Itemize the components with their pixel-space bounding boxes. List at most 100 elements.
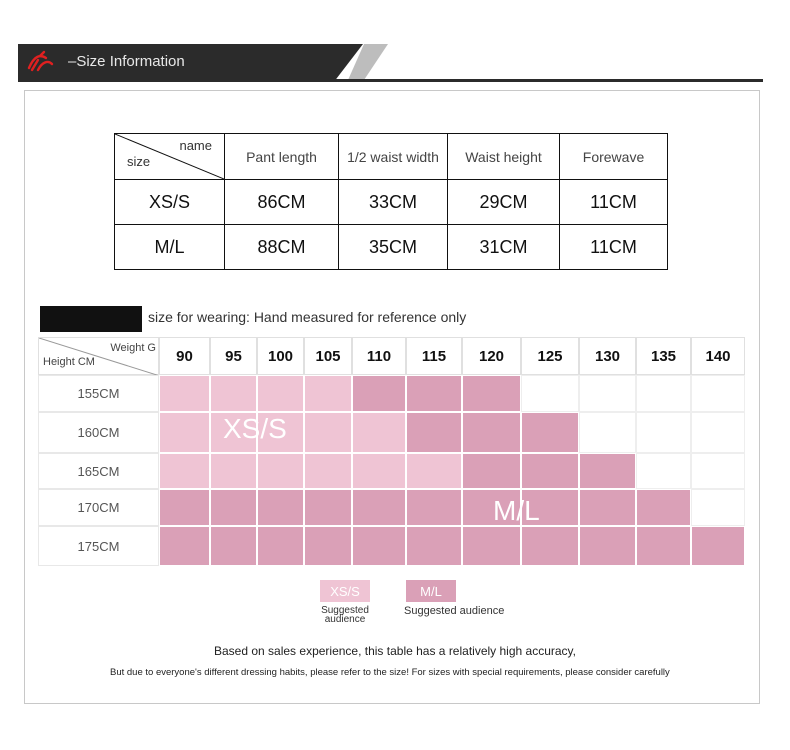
grid-cell (210, 375, 257, 412)
height-header-175CM: 175CM (38, 526, 159, 566)
grid-cell (691, 526, 745, 566)
grid-cell (636, 412, 691, 453)
table-row: XS/S 86CM 33CM 29CM 11CM (114, 179, 668, 225)
grid-cell (304, 453, 352, 489)
grid-cell (691, 412, 745, 453)
grid-cell (462, 375, 521, 412)
grid-cell (462, 453, 521, 489)
banner-title: –Size Information (68, 53, 185, 70)
recommend-caption: size for wearing: Hand measured for refe… (148, 309, 467, 325)
table-cell: 86CM (224, 179, 339, 225)
row-size: XS/S (114, 179, 225, 225)
row-size: M/L (114, 224, 225, 270)
grid-cell (304, 412, 352, 453)
weight-header-130: 130 (579, 337, 636, 375)
grid-cell (352, 375, 406, 412)
corner-name-label: name (179, 138, 212, 153)
banner-underline (18, 79, 763, 82)
corner-cell: name size (114, 133, 225, 180)
grid-cell (304, 489, 352, 526)
grid-cell (257, 489, 304, 526)
table-cell: 11CM (559, 224, 668, 270)
weight-header-135: 135 (636, 337, 691, 375)
grid-cell (521, 526, 579, 566)
grid-cell (159, 375, 210, 412)
corner-size-label: size (127, 154, 151, 169)
grid-cell (579, 489, 636, 526)
grid-cell (257, 453, 304, 489)
recommendation-grid: Weight G Height CM 90 95 100 105 110 115 120 12… (38, 337, 745, 566)
grid-cell (691, 453, 745, 489)
grid-cell (304, 375, 352, 412)
grid-cell (352, 489, 406, 526)
ml-region-label: M/L (493, 495, 540, 526)
grid-cell (579, 412, 636, 453)
grid-cell (579, 375, 636, 412)
legend-ml-label: Suggested audience (404, 605, 505, 617)
weight-header-105: 105 (304, 337, 352, 375)
grid-cell (691, 375, 745, 412)
table-cell: 88CM (224, 224, 339, 270)
weight-header-90: 90 (159, 337, 210, 375)
legend-ml-box: M/L (406, 580, 456, 602)
grid-corner: Weight G Height CM (38, 337, 160, 376)
height-header-155CM: 155CM (38, 375, 159, 412)
grid-cell (579, 453, 636, 489)
grid-cell (210, 412, 257, 453)
grid-cell (462, 526, 521, 566)
col-pant-length: Pant length (224, 133, 339, 180)
grid-cell (257, 375, 304, 412)
grid-cell (579, 526, 636, 566)
table-header-row: name size Pant length 1/2 waist width Wa… (114, 133, 668, 180)
redacted-block (40, 306, 142, 332)
table-cell: 33CM (338, 179, 448, 225)
weight-header-125: 125 (521, 337, 579, 375)
grid-cell (159, 526, 210, 566)
grid-cell (636, 375, 691, 412)
grid-cell (406, 412, 462, 453)
col-forewave: Forewave (559, 133, 668, 180)
xs-region-label: XS/S (223, 413, 287, 444)
grid-cell (636, 489, 691, 526)
legend-xs-label: Suggested audience (321, 605, 369, 625)
grid-cell (352, 453, 406, 489)
table-cell: 11CM (559, 179, 668, 225)
weight-header-95: 95 (210, 337, 257, 375)
banner-dark-bar (18, 44, 363, 80)
grid-cell (352, 526, 406, 566)
grid-cell (210, 453, 257, 489)
grid-cell (406, 526, 462, 566)
grid-cell (636, 453, 691, 489)
grid-cell (304, 526, 352, 566)
table-cell: 31CM (447, 224, 560, 270)
grid-cell (636, 526, 691, 566)
col-half-waist: 1/2 waist width (338, 133, 448, 180)
grid-cell (521, 489, 579, 526)
weight-header-115: 115 (406, 337, 462, 375)
weight-header-120: 120 (462, 337, 521, 375)
weight-axis-label: Weight G (110, 342, 156, 354)
grid-cell (406, 375, 462, 412)
height-header-160CM: 160CM (38, 412, 159, 453)
grid-cell (159, 453, 210, 489)
grid-cell (159, 412, 210, 453)
height-header-165CM: 165CM (38, 453, 159, 489)
grid-cell (210, 526, 257, 566)
brand-logo-icon (26, 50, 54, 74)
grid-cell (462, 412, 521, 453)
grid-cell (691, 489, 745, 526)
grid-cell (521, 375, 579, 412)
height-header-170CM: 170CM (38, 489, 159, 526)
grid-cell (257, 412, 304, 453)
grid-cell (406, 453, 462, 489)
col-waist-height: Waist height (447, 133, 560, 180)
height-axis-label: Height CM (43, 356, 95, 368)
grid-cell (521, 453, 579, 489)
grid-cell (406, 489, 462, 526)
table-cell: 29CM (447, 179, 560, 225)
weight-header-100: 100 (257, 337, 304, 375)
grid-cell (159, 489, 210, 526)
grid-cell (257, 526, 304, 566)
weight-header-110: 110 (352, 337, 406, 375)
note-line-2: But due to everyone's different dressing… (110, 667, 670, 678)
